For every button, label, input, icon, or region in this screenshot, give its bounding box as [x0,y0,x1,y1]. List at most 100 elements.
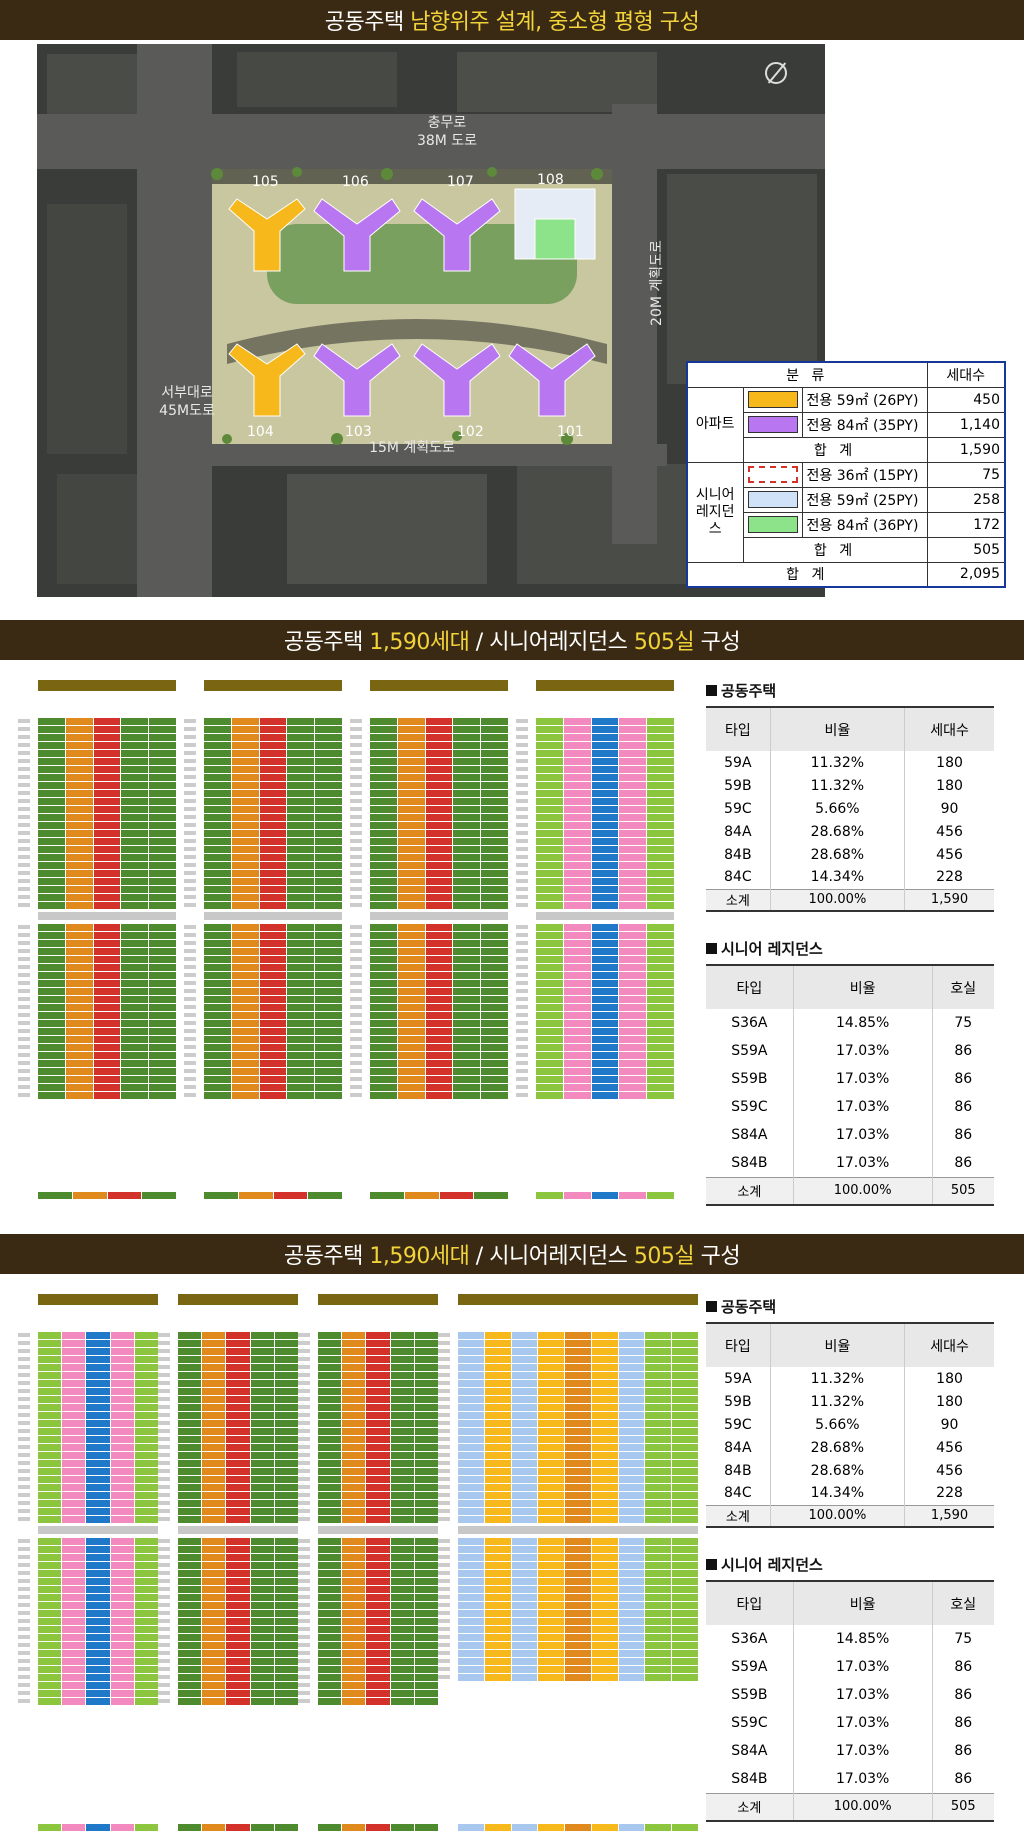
unit-cell [315,830,342,837]
unit-cell [231,1052,259,1059]
floor-label [350,895,362,899]
unit-cell [672,1492,699,1499]
unit-cell [342,1570,366,1577]
floor-row [458,1476,699,1483]
table-row: S59A 17.03% 86 [706,1037,994,1065]
floor-row [204,1092,342,1099]
floor-label [298,1563,310,1567]
unit-cell [342,1428,366,1435]
unit-cell [370,996,397,1003]
floor-row [458,1562,699,1569]
floor-row [458,1340,699,1347]
floor-label [438,1517,450,1521]
unit-cell [226,1500,250,1507]
unit-cell [342,1666,366,1673]
unit-cell [591,750,619,757]
unit-cell [226,1332,250,1339]
unit-cell [149,988,176,995]
unit-cell [397,1028,425,1035]
floor-label [350,887,362,891]
unit-cell [538,1412,565,1419]
floor-row [318,1570,439,1577]
unit-cell [563,956,591,963]
unit-cell [259,734,287,741]
unit-cell [619,782,647,789]
unit-cell [274,1428,299,1435]
unit-cell [250,1484,274,1491]
unit-cell [481,1060,508,1067]
floor-row [318,1594,439,1601]
unit-cell [647,774,674,781]
legend-cell [178,1824,202,1831]
unit-cell [65,1012,93,1019]
floor-label [18,807,30,811]
unit-cell [318,1698,342,1705]
unit-cell [645,1412,672,1419]
unit-cell [65,742,93,749]
unit-cell [93,1044,121,1051]
block-title-bar [458,1294,698,1305]
unit-cell [618,1380,645,1387]
unit-cell [178,1484,202,1491]
unit-cell [536,814,563,821]
unit-cell [645,1364,672,1371]
unit-cell [458,1610,484,1617]
unit-cell [370,1084,397,1091]
floor-row [318,1372,439,1379]
floor-label [298,1381,310,1385]
legend-cell [484,1824,511,1831]
unit-cell [563,972,591,979]
unit-cell [274,1570,299,1577]
unit-cell [619,1020,647,1027]
table-cell: 456 [936,1462,963,1479]
unit-cell [397,964,425,971]
unit-cell [149,766,176,773]
floor-row [536,1028,674,1035]
unit-cell [511,1570,538,1577]
unit-cell [86,1578,110,1585]
col-header: 비율 [793,1581,933,1625]
legend-cell [619,1192,647,1199]
legend-cell [62,1824,86,1831]
unit-cell [134,1396,159,1403]
unit-cell [425,956,453,963]
unit-cell [645,1554,672,1561]
unit-cell [414,1364,439,1371]
unit-cell [149,878,176,885]
floor-label [438,1547,450,1551]
unit-cell [591,1618,618,1625]
unit-cell [149,798,176,805]
unit-cell [672,1420,699,1427]
unit-cell [647,1060,674,1067]
legend-cell [538,1824,565,1831]
unit-cell [38,1348,62,1355]
unit-cell [226,1340,250,1347]
unit-cell [149,886,176,893]
floor-label [184,1069,196,1073]
table-row: 84A 28.68% 456 [706,1436,994,1459]
unit-cell [274,1388,299,1395]
floor-row [458,1626,699,1633]
unit-cell [563,996,591,1003]
floor-label [438,1667,450,1671]
unit-cell [591,1332,618,1339]
unit-cell [202,1332,226,1339]
unit-cell [645,1484,672,1491]
floor-row [204,870,342,877]
unit-cell [397,862,425,869]
unit-cell [425,718,453,725]
unit-cell [458,1444,484,1451]
unit-cell [38,1004,65,1011]
unit-cell [619,862,647,869]
unit-cell [342,1396,366,1403]
unit-cell [397,758,425,765]
floor-row [536,758,674,765]
unit-cell [250,1364,274,1371]
floor-label [438,1453,450,1457]
unit-cell [536,894,563,901]
floor-label [298,1341,310,1345]
unit-cell [618,1508,645,1515]
unit-cell [149,1084,176,1091]
floor-row [178,1546,299,1553]
unit-cell [204,886,231,893]
